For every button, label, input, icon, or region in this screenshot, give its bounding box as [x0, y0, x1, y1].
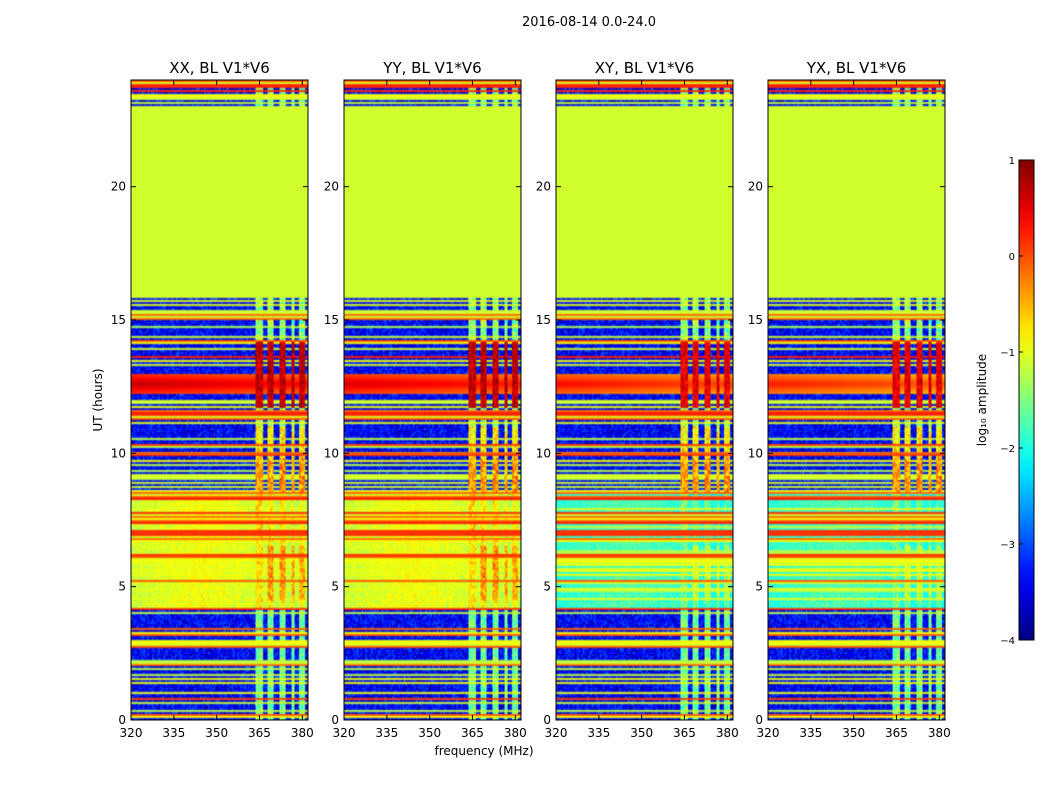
x-tick-label: 380 [504, 726, 527, 740]
x-tick-label: 380 [716, 726, 739, 740]
panel-frame-xy [555, 79, 734, 721]
panel-xx: XX, BL V1*V6 320 335 350 365 380 0 5 10 15 20 [111, 59, 314, 740]
panel-title-xx: XX, BL V1*V6 [169, 59, 270, 77]
y-tick-label: 0 [118, 713, 126, 727]
x-tick-label: 335 [162, 726, 185, 740]
y-tick-label: 5 [543, 580, 551, 594]
x-tick-label: 335 [375, 726, 398, 740]
y-tick-label: 10 [536, 446, 551, 460]
x-tick-label: 320 [757, 726, 780, 740]
panel-frame-xx [130, 79, 309, 721]
x-tick-label: 380 [928, 726, 951, 740]
y-axis-label: UT (hours) [91, 368, 105, 431]
colorbar-tick-label: −1 [1000, 348, 1015, 359]
y-tick-label: 10 [748, 446, 763, 460]
y-tick-label: 15 [324, 313, 339, 327]
x-tick-label: 350 [205, 726, 228, 740]
x-tick-label: 365 [885, 726, 908, 740]
x-tick-label: 365 [248, 726, 271, 740]
x-tick-label: 335 [799, 726, 822, 740]
x-tick-label: 365 [673, 726, 696, 740]
y-tick-label: 20 [324, 180, 339, 194]
x-tick-label: 365 [461, 726, 484, 740]
heatmap-image-yx [768, 80, 945, 720]
x-axis-label: frequency (MHz) [434, 744, 533, 758]
panel-frame-yy [343, 79, 522, 721]
x-tick-label: 350 [842, 726, 865, 740]
y-tick-label: 15 [536, 313, 551, 327]
y-tick-label: 5 [331, 580, 339, 594]
y-tick-label: 10 [111, 446, 126, 460]
x-tick-label: 320 [545, 726, 568, 740]
colorbar-tick-label: −3 [1000, 540, 1015, 551]
panel-yx: YX, BL V1*V6 320 335 350 365 380 0 5 10 15 20 [748, 59, 951, 740]
colorbar-tick-label: 0 [1009, 252, 1015, 263]
panel-frame-yx [767, 79, 946, 721]
panel-xy: XY, BL V1*V6 320 335 350 365 380 0 5 10 15 20 [536, 59, 739, 740]
x-tick-label: 320 [333, 726, 356, 740]
y-tick-label: 5 [118, 580, 126, 594]
colorbar-tick-label: −2 [1000, 444, 1015, 455]
y-tick-label: 0 [755, 713, 763, 727]
heatmap-image-xy [556, 80, 733, 720]
y-tick-label: 5 [755, 580, 763, 594]
y-tick-label: 0 [543, 713, 551, 727]
x-tick-label: 335 [587, 726, 610, 740]
x-tick-label: 350 [418, 726, 441, 740]
y-tick-label: 0 [331, 713, 339, 727]
y-tick-label: 10 [324, 446, 339, 460]
colorbar-gradient [1018, 159, 1035, 641]
panel-title-yy: YY, BL V1*V6 [382, 59, 481, 77]
x-tick-label: 380 [291, 726, 314, 740]
colorbar-tick-label: 1 [1009, 156, 1015, 167]
y-tick-label: 20 [748, 180, 763, 194]
panel-yy: YY, BL V1*V6 320 335 350 365 380 0 5 10 15 20 [324, 59, 527, 740]
panel-title-yx: YX, BL V1*V6 [806, 59, 907, 77]
y-tick-label: 20 [536, 180, 551, 194]
colorbar: 1 0 −1 −2 −3 −4 [1000, 156, 1035, 647]
x-tick-label: 320 [120, 726, 143, 740]
heatmap-image-yy [344, 80, 521, 720]
x-tick-label: 350 [630, 726, 653, 740]
y-tick-label: 15 [748, 313, 763, 327]
colorbar-tick-label: −4 [1000, 636, 1015, 647]
y-tick-label: 20 [111, 180, 126, 194]
heatmap-image-xx [131, 80, 308, 720]
y-tick-label: 15 [111, 313, 126, 327]
panel-title-xy: XY, BL V1*V6 [595, 59, 695, 77]
figure-title: 2016-08-14 0.0-24.0 [522, 15, 656, 30]
colorbar-label: log₁₀ amplitude [975, 354, 989, 446]
